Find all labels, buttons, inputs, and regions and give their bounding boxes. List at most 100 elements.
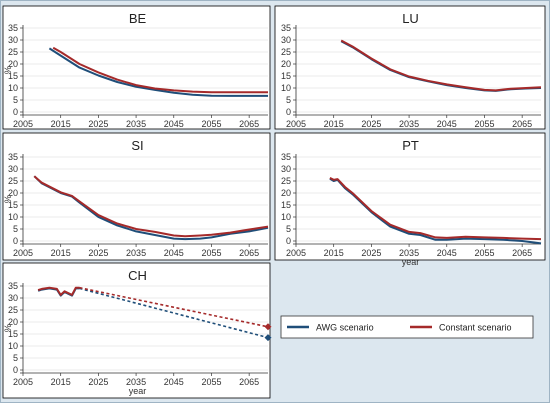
y-tick-label: 0: [286, 107, 291, 117]
x-tick-label: 2025: [361, 248, 381, 258]
x-tick-label: 2055: [474, 248, 494, 258]
x-tick-label: 2035: [126, 119, 146, 129]
y-tick-label: 30: [281, 164, 291, 174]
x-tick-label: 2025: [88, 119, 108, 129]
y-tick-label: 5: [286, 224, 291, 234]
y-tick-label: 35: [8, 152, 18, 162]
x-tick-label: 2025: [88, 248, 108, 258]
x-tick-label: 2035: [126, 377, 146, 387]
x-tick-label: 2005: [286, 119, 306, 129]
x-tick-label: 2065: [512, 119, 532, 129]
x-tick-label: 2005: [13, 248, 33, 258]
x-tick-label: 2045: [164, 119, 184, 129]
legend-constant-label: Constant scenario: [439, 323, 512, 333]
x-tick-label: 2015: [51, 119, 71, 129]
x-tick-label: 2035: [399, 248, 419, 258]
awg-series-line: [48, 47, 268, 97]
x-axis-label: year: [129, 386, 147, 396]
y-tick-label: 10: [8, 83, 18, 93]
y-tick-label: 35: [8, 281, 18, 291]
panel-frame: [274, 5, 546, 130]
y-tick-label: 20: [8, 188, 18, 198]
y-tick-label: 5: [13, 95, 18, 105]
y-tick-label: 0: [286, 236, 291, 246]
x-tick-label: 2025: [361, 119, 381, 129]
x-tick-label: 2005: [13, 119, 33, 129]
x-tick-label: 2055: [201, 377, 221, 387]
legend-awg-label: AWG scenario: [316, 323, 374, 333]
y-tick-label: 0: [13, 236, 18, 246]
y-tick-label: 30: [8, 293, 18, 303]
x-tick-label: 2035: [399, 119, 419, 129]
legend-box: [280, 315, 534, 339]
awg-endpoint-marker: [264, 334, 272, 342]
panel-frame: [2, 5, 271, 130]
y-tick-label: 5: [286, 95, 291, 105]
y-axis-label: %: [3, 195, 13, 203]
x-tick-label: 2025: [88, 377, 108, 387]
y-tick-label: 35: [281, 23, 291, 33]
y-tick-label: 5: [13, 224, 18, 234]
y-tick-label: 20: [281, 59, 291, 69]
y-axis-label: %: [3, 66, 13, 74]
y-tick-label: 10: [8, 341, 18, 351]
panel-frame: [2, 262, 271, 399]
constant-series-line: [52, 46, 268, 94]
chart-title: CH: [128, 268, 147, 283]
constant-series-line: [33, 175, 269, 238]
y-tick-label: 15: [8, 71, 18, 81]
constant-series-line: [37, 286, 80, 296]
y-tick-label: 5: [13, 353, 18, 363]
x-tick-label: 2065: [512, 248, 532, 258]
y-tick-label: 20: [281, 188, 291, 198]
y-tick-label: 10: [281, 83, 291, 93]
awg-series-line: [79, 287, 269, 339]
x-tick-label: 2015: [324, 248, 344, 258]
y-tick-label: 30: [8, 35, 18, 45]
x-tick-label: 2055: [201, 248, 221, 258]
constant-series-line: [329, 177, 542, 241]
y-tick-label: 25: [8, 305, 18, 315]
x-tick-label: 2065: [239, 248, 259, 258]
constant-series-line: [340, 39, 542, 92]
x-axis-label: year: [402, 257, 420, 267]
y-axis-label: %: [3, 324, 13, 332]
chart-title: PT: [402, 138, 419, 153]
x-tick-label: 2035: [126, 248, 146, 258]
y-tick-label: 30: [8, 164, 18, 174]
y-tick-label: 10: [8, 212, 18, 222]
y-tick-label: 25: [281, 47, 291, 57]
x-tick-label: 2015: [51, 377, 71, 387]
y-tick-label: 35: [281, 152, 291, 162]
x-tick-label: 2045: [437, 119, 457, 129]
x-tick-label: 2015: [51, 248, 71, 258]
x-tick-label: 2045: [437, 248, 457, 258]
legend: AWG scenario Constant scenario: [280, 315, 534, 339]
constant-endpoint-marker: [264, 323, 272, 331]
x-tick-label: 2055: [474, 119, 494, 129]
y-tick-label: 20: [8, 317, 18, 327]
y-tick-label: 25: [8, 47, 18, 57]
y-tick-label: 25: [281, 176, 291, 186]
y-tick-label: 10: [281, 212, 291, 222]
y-tick-label: 15: [281, 200, 291, 210]
x-tick-label: 2055: [201, 119, 221, 129]
y-tick-label: 15: [8, 329, 18, 339]
y-tick-label: 20: [8, 59, 18, 69]
x-tick-label: 2065: [239, 119, 259, 129]
y-tick-label: 15: [8, 200, 18, 210]
panel-frame: [2, 132, 271, 261]
x-tick-label: 2045: [164, 248, 184, 258]
chart-title: SI: [131, 138, 143, 153]
y-tick-label: 25: [8, 176, 18, 186]
y-tick-label: 35: [8, 23, 18, 33]
x-tick-label: 2045: [164, 377, 184, 387]
x-tick-label: 2015: [324, 119, 344, 129]
x-tick-label: 2005: [13, 377, 33, 387]
